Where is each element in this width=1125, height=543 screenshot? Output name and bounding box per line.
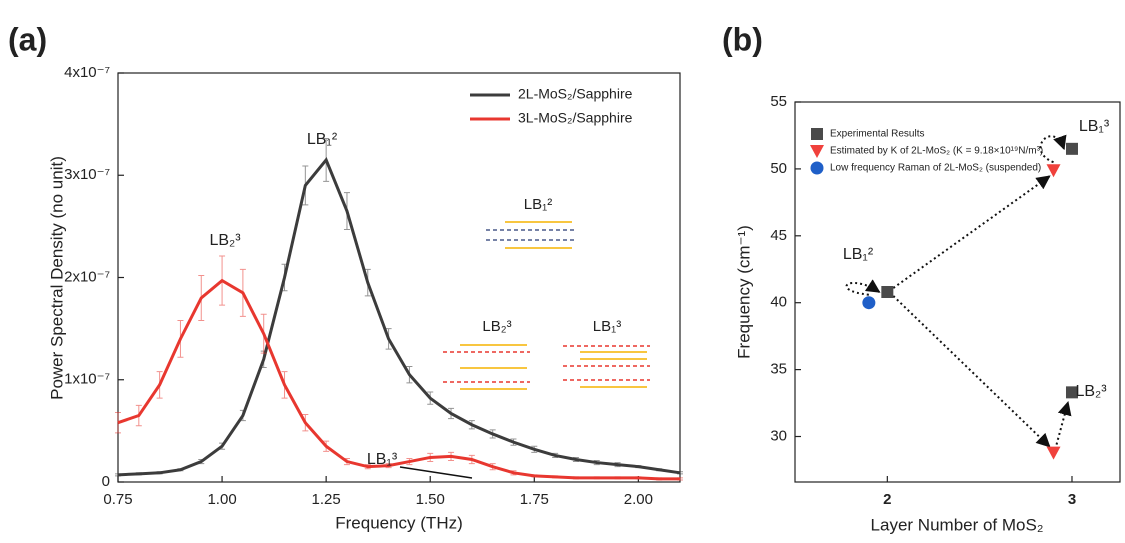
x-axis-label: Frequency (THz)	[335, 513, 463, 532]
x-tick-label: 1.00	[207, 491, 236, 508]
plot-frame	[117, 72, 681, 483]
annotation: LB₁³	[367, 451, 398, 468]
annotation: LB₁²	[843, 246, 874, 263]
arrow	[1039, 134, 1067, 164]
arrow	[892, 175, 1051, 289]
inset-label: LB₁³	[593, 318, 621, 335]
annotation-leader	[399, 466, 473, 479]
y-tick-label: 55	[770, 93, 787, 110]
x-tick-label: 2	[883, 491, 891, 508]
marker	[1046, 446, 1061, 460]
arrow	[892, 295, 1051, 448]
y-tick-label: 0	[102, 473, 110, 490]
legend-label: 2L-MoS₂/Sapphire	[518, 86, 633, 102]
legend-label: Low frequency Raman of 2L-MoS₂ (suspende…	[830, 163, 1041, 174]
marker	[811, 128, 823, 140]
x-tick-label: 2.00	[624, 491, 653, 508]
annotation: LB₁³	[1079, 118, 1110, 135]
y-tick-label: 3x10⁻⁷	[64, 166, 110, 183]
arrow	[1055, 401, 1072, 445]
y-tick-label: 2x10⁻⁷	[64, 268, 110, 285]
panel-label: (b)	[722, 21, 763, 57]
x-tick-label: 1.75	[520, 491, 549, 508]
y-tick-label: 40	[770, 294, 787, 311]
legend-label: 3L-MoS₂/Sapphire	[518, 110, 633, 126]
y-tick-label: 1x10⁻⁷	[64, 371, 110, 388]
plot-frame	[794, 101, 1121, 483]
marker	[810, 161, 824, 175]
marker	[862, 296, 876, 310]
marker	[810, 145, 824, 158]
y-axis-label: Power Spectral Density (no unit)	[47, 156, 66, 400]
x-axis-label: Layer Number of MoS₂	[871, 515, 1044, 534]
panel-label: (a)	[8, 21, 47, 57]
y-tick-label: 50	[770, 160, 787, 177]
series-line	[117, 157, 681, 477]
x-tick-label: 1.25	[312, 491, 341, 508]
legend-label: Estimated by K of 2L-MoS₂ (K = 9.18×10¹⁹…	[830, 146, 1043, 157]
marker	[1065, 386, 1078, 399]
legend-label: Experimental Results	[830, 129, 924, 140]
x-tick-label: 1.50	[416, 491, 445, 508]
inset-label: LB₁²	[524, 196, 552, 213]
inset-2l: LB₁²	[486, 196, 576, 249]
marker	[1065, 142, 1078, 155]
annotation: LB₂³	[209, 232, 241, 249]
arrow	[845, 279, 881, 296]
inset-label: LB₂³	[482, 318, 511, 335]
y-tick-label: 4x10⁻⁷	[64, 64, 110, 81]
y-tick-label: 45	[770, 227, 787, 244]
inset-3l-lb2: LB₂³	[443, 318, 530, 390]
y-tick-label: 35	[770, 361, 787, 378]
y-axis-label: Frequency (cm⁻¹)	[734, 225, 753, 359]
y-tick-label: 30	[770, 427, 787, 444]
x-tick-label: 0.75	[103, 491, 132, 508]
marker	[1046, 164, 1061, 178]
inset-3l-lb1: LB₁³	[563, 318, 650, 388]
marker	[881, 286, 894, 298]
series-line	[117, 278, 680, 481]
annotation: LB₂³	[1075, 383, 1107, 400]
annotation: LB₁²	[307, 131, 338, 148]
x-tick-label: 3	[1068, 491, 1076, 508]
